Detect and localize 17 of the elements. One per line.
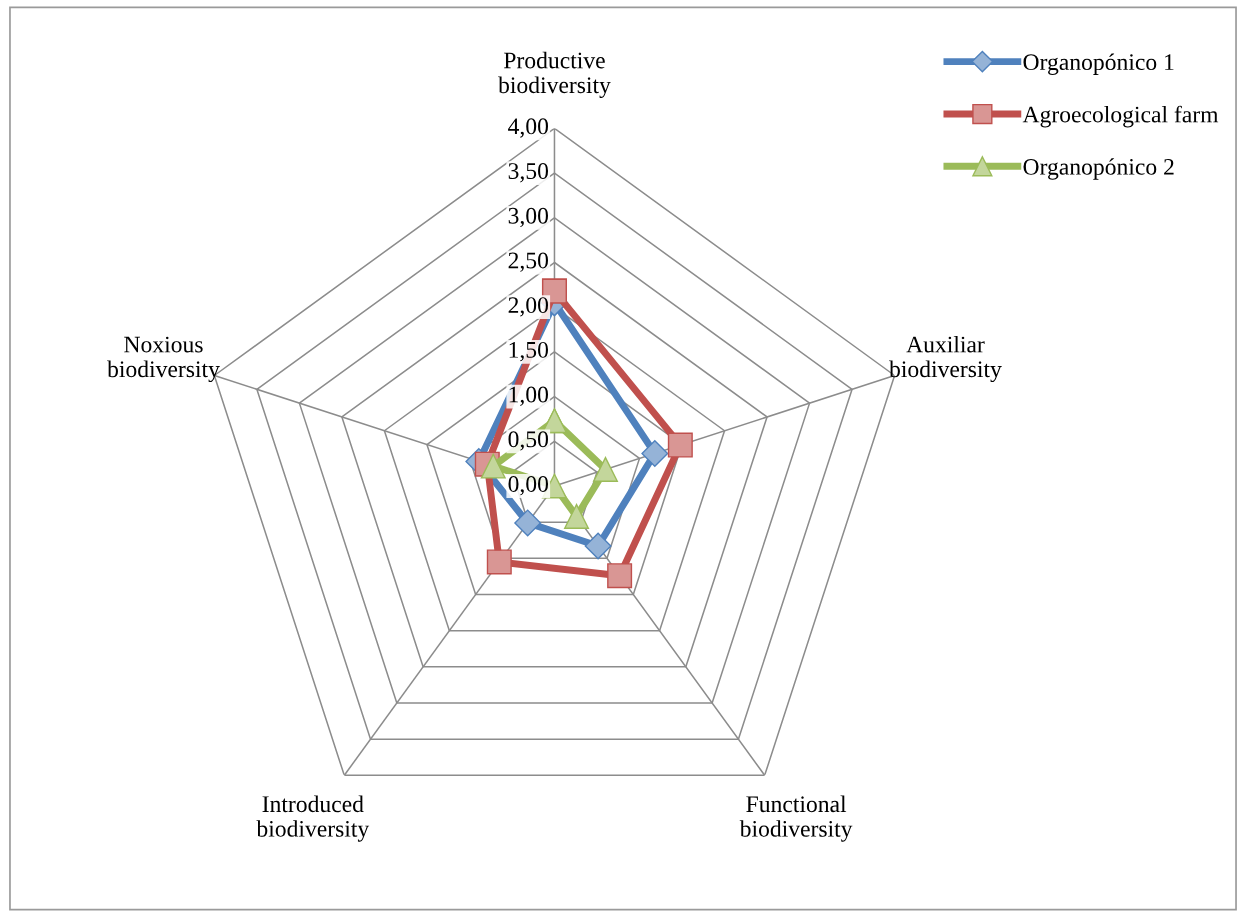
y-tick-label: 1,00 bbox=[509, 386, 549, 406]
y-tick-label: 1,50 bbox=[509, 341, 549, 362]
spoke-label: Auxiliar biodiversity bbox=[889, 335, 1002, 383]
y-tick-label: 3,00 bbox=[508, 207, 549, 228]
spoke-label: Functional biodiversity bbox=[739, 795, 853, 842]
y-tick-label: 2,50 bbox=[508, 252, 549, 272]
spoke-label: Noxious biodiversity bbox=[107, 336, 220, 383]
spoke-label: Productive biodiversity bbox=[498, 51, 611, 98]
legend-label: Organopónico 2 bbox=[1023, 158, 1174, 180]
legend-label: Organopónico 1 bbox=[1023, 53, 1174, 75]
legend-label: Agroecological farm bbox=[1022, 105, 1219, 128]
y-tick-label: 0,00 bbox=[508, 475, 549, 496]
y-tick-label: 4,00 bbox=[508, 118, 549, 138]
y-tick-label: 2,00 bbox=[508, 297, 549, 317]
y-tick-label: 0,50 bbox=[508, 431, 549, 451]
spoke-label: Introduced biodiversity bbox=[256, 795, 370, 842]
y-tick-label: 3,50 bbox=[508, 163, 549, 183]
